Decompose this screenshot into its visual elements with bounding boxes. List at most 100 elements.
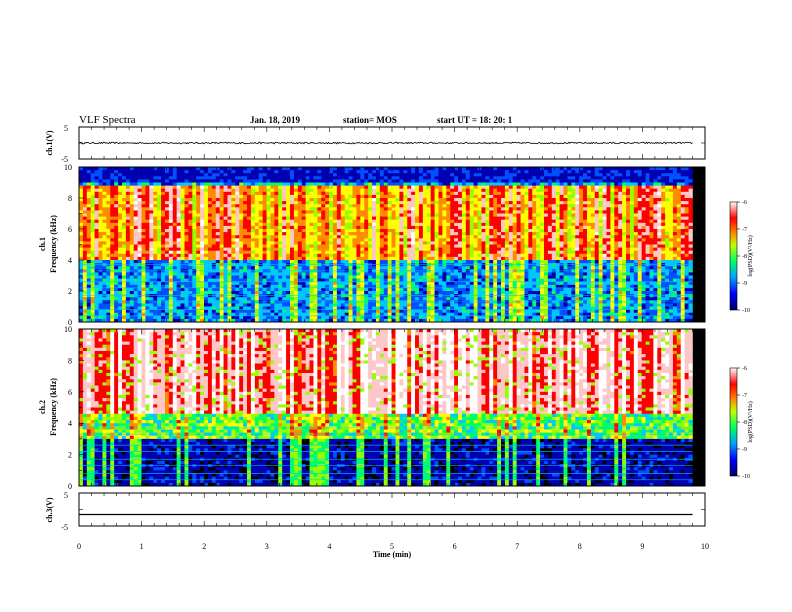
- spectrogram-cell: [145, 284, 150, 289]
- spectrogram-cell: [192, 219, 197, 224]
- spectrogram-cell: [200, 303, 205, 307]
- spectrogram-cell: [250, 266, 256, 270]
- spectrogram-cell: [454, 185, 459, 189]
- spectrogram-cell: [415, 241, 420, 245]
- spectrogram-cell: [82, 201, 88, 205]
- spectrogram-cell: [141, 198, 146, 202]
- spectrogram-cell: [344, 244, 349, 248]
- spectrogram-cell: [164, 238, 170, 242]
- spectrogram-cell: [86, 275, 92, 279]
- spectrogram-cell: [235, 244, 240, 248]
- spectrogram-cell: [364, 204, 369, 208]
- spectrogram-cell: [305, 210, 310, 214]
- spectrogram-cell: [153, 210, 158, 214]
- spectrogram-cell: [196, 191, 201, 196]
- spectrogram-cell: [121, 213, 127, 217]
- spectrogram-cell: [172, 253, 177, 258]
- spectrogram-cell: [125, 247, 131, 251]
- spectrogram-cell: [348, 247, 353, 251]
- spectrogram-cell: [375, 232, 381, 236]
- spectrogram-cell: [223, 173, 228, 177]
- spectrogram-cell: [372, 179, 377, 183]
- spectrogram-cell: [372, 306, 377, 310]
- spectrogram-cell: [188, 238, 193, 242]
- spectrogram-cell: [399, 170, 404, 174]
- spectrogram-cell: [329, 194, 334, 199]
- spectrogram-cell: [141, 303, 146, 307]
- spectrogram-cell: [114, 253, 119, 258]
- spectrogram-cell: [153, 235, 158, 239]
- spectrogram-cell: [258, 244, 263, 248]
- spectrogram-cell: [391, 207, 396, 211]
- spectrogram-cell: [235, 213, 240, 217]
- spectrogram-cell: [442, 315, 447, 320]
- spectrogram-cell: [344, 167, 349, 171]
- spectrogram-cell: [418, 235, 424, 239]
- spectrogram-cell: [118, 176, 123, 180]
- spectrogram-cell: [82, 219, 88, 224]
- spectrogram-cell: [129, 232, 135, 236]
- spectrogram-cell: [219, 213, 224, 217]
- spectrogram-cell: [110, 194, 115, 199]
- spectrogram-cell: [329, 225, 334, 230]
- spectrogram-cell: [254, 291, 260, 295]
- spectrogram-cell: [176, 213, 181, 217]
- spectrogram-cell: [118, 241, 123, 245]
- spectrogram-cell: [227, 207, 232, 211]
- spectrogram-cell: [293, 179, 299, 183]
- spectrogram-cell: [426, 297, 431, 301]
- spectrogram-cell: [157, 232, 162, 236]
- spectrogram-cell: [196, 272, 201, 276]
- spectrogram-cell: [82, 250, 88, 255]
- spectrogram-cell: [270, 213, 275, 217]
- spectrogram-cell: [94, 194, 99, 199]
- spectrogram-cell: [383, 182, 388, 186]
- spectrogram-cell: [352, 266, 357, 270]
- spectrogram-cell: [286, 225, 291, 230]
- spectrogram-cell: [340, 207, 346, 211]
- spectrogram-cell: [192, 291, 197, 295]
- spectrogram-cell: [407, 318, 412, 323]
- spectrogram-cell: [102, 182, 107, 186]
- spectrogram-cell: [211, 216, 217, 220]
- spectrogram-cell: [223, 182, 228, 186]
- spectrogram-cell: [164, 244, 170, 248]
- spectrogram-cell: [172, 260, 177, 264]
- spectrogram-cell: [153, 170, 158, 174]
- spectrogram-cell: [368, 210, 373, 214]
- spectrogram-cell: [442, 179, 447, 183]
- spectrogram-cell: [161, 191, 166, 196]
- spectrogram-cell: [141, 306, 146, 310]
- spectrogram-cell: [422, 210, 428, 214]
- spectrogram-cell: [282, 318, 287, 323]
- spectrogram-cell: [325, 176, 330, 180]
- spectrogram-cell: [290, 182, 295, 186]
- spectrogram-cell: [375, 229, 381, 233]
- spectrogram-cell: [360, 191, 365, 196]
- spectrogram-cell: [90, 315, 95, 320]
- spectrogram-cell: [301, 232, 306, 236]
- spectrogram-cell: [188, 312, 193, 317]
- spectrogram-cell: [383, 173, 388, 177]
- spectrogram-cell: [254, 241, 260, 245]
- spectrogram-cell: [434, 191, 439, 196]
- spectrogram-cell: [176, 272, 181, 276]
- spectrogram-cell: [297, 309, 303, 313]
- spectrogram-cell: [82, 315, 88, 320]
- spectrogram-cell: [286, 284, 291, 289]
- spectrogram-cell: [403, 207, 408, 211]
- spectrogram-cell: [270, 170, 275, 174]
- spectrogram-cell: [207, 173, 213, 177]
- spectrogram-cell: [118, 235, 123, 239]
- spectrogram-cell: [180, 256, 185, 261]
- spectrogram-cell: [430, 312, 435, 317]
- spectrogram-cell: [321, 303, 326, 307]
- spectrogram-cell: [313, 306, 318, 310]
- spectrogram-cell: [79, 250, 84, 255]
- spectrogram-cell: [297, 260, 303, 264]
- spectrogram-cell: [149, 173, 154, 177]
- spectrogram-cell: [360, 225, 365, 230]
- spectrogram-cell: [434, 281, 439, 286]
- spectrogram-cell: [340, 225, 346, 230]
- spectrogram-cell: [145, 191, 150, 196]
